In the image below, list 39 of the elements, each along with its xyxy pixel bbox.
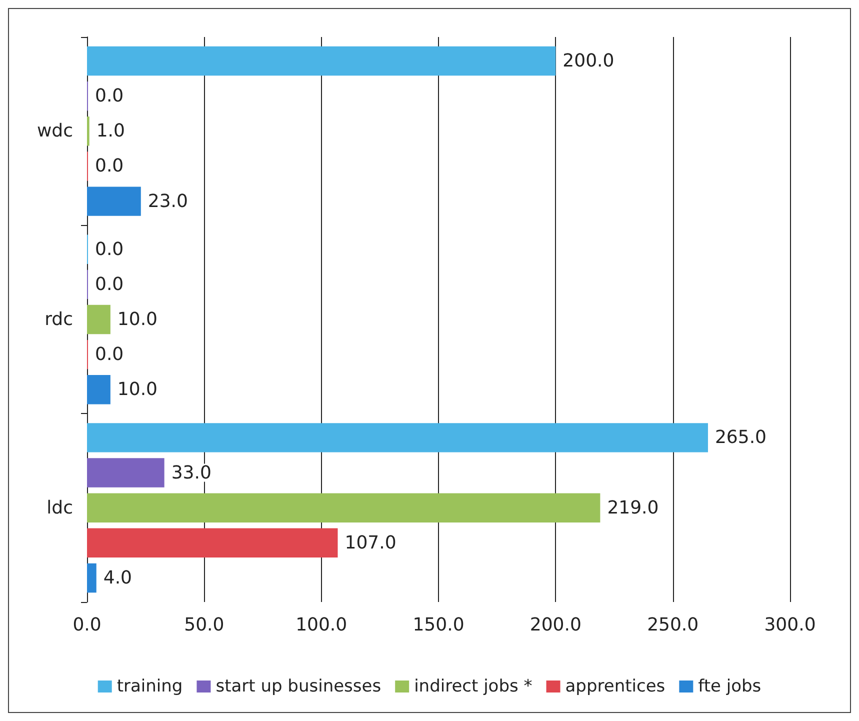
x-tick-label: 300.0 — [764, 614, 816, 636]
legend-label: fte jobs — [698, 676, 762, 696]
legend-label: indirect jobs * — [414, 676, 532, 696]
data-label: 200.0 — [562, 50, 614, 72]
data-label: 4.0 — [103, 567, 132, 588]
x-tick-label: 50.0 — [184, 614, 224, 636]
data-label: 0.0 — [95, 344, 124, 366]
data-label: 265.0 — [714, 427, 767, 448]
data-label: 10.0 — [117, 379, 158, 400]
bar — [87, 458, 164, 488]
data-label: 107.0 — [344, 532, 396, 554]
data-label: 1.0 — [96, 120, 125, 142]
bar — [87, 423, 708, 452]
data-label: 10.0 — [117, 309, 158, 330]
legend-label: apprentices — [565, 676, 666, 696]
y-tick-label: rdc — [44, 309, 73, 330]
bar — [87, 528, 338, 558]
bar — [87, 563, 96, 593]
x-tick-label: 200.0 — [530, 614, 582, 636]
data-label: 219.0 — [607, 497, 659, 518]
data-label: 0.0 — [95, 238, 124, 260]
data-label: 33.0 — [171, 462, 212, 484]
bar — [87, 46, 556, 76]
y-tick-label: wdc — [36, 120, 73, 142]
bar — [87, 186, 141, 216]
data-label: 0.0 — [95, 156, 124, 177]
bar — [87, 493, 600, 522]
legend-label: start up businesses — [216, 676, 382, 696]
x-tick-label: 250.0 — [647, 614, 699, 636]
x-tick-label: 100.0 — [296, 614, 348, 636]
x-tick-label: 150.0 — [412, 614, 464, 636]
bar — [87, 304, 110, 334]
data-label: 23.0 — [148, 190, 188, 212]
x-tick-label: 0.0 — [72, 614, 102, 636]
bar — [87, 375, 110, 404]
data-label: 0.0 — [95, 274, 124, 295]
y-tick-label: ldc — [46, 497, 73, 518]
legend-label: training — [116, 676, 183, 696]
data-label: 0.0 — [95, 86, 124, 107]
